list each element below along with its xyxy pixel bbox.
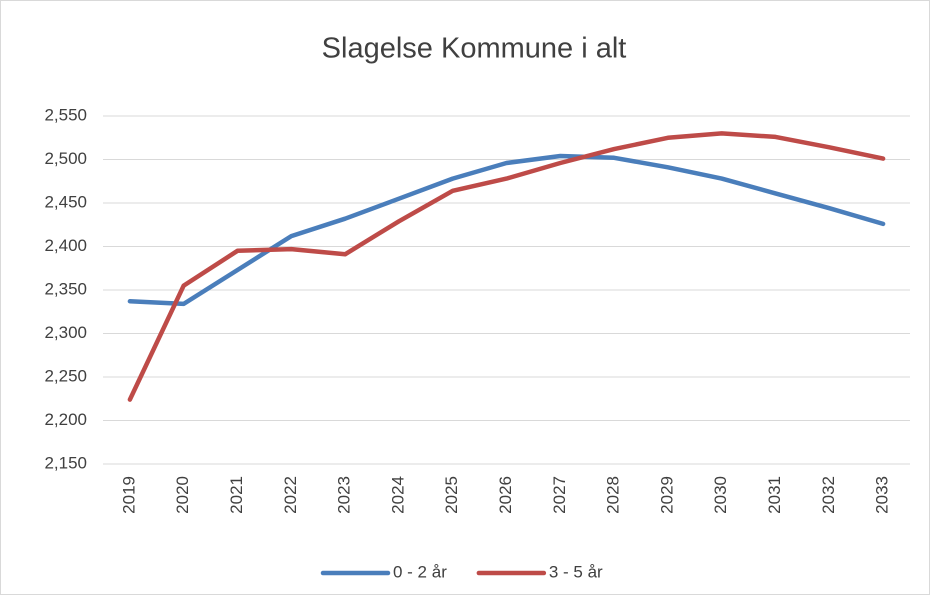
x-tick-label: 2030: [711, 476, 730, 514]
y-tick-label: 2,400: [44, 236, 87, 255]
legend-label: 3 - 5 år: [549, 562, 603, 581]
y-tick-label: 2,300: [44, 323, 87, 342]
y-tick-label: 2,200: [44, 410, 87, 429]
x-tick-label: 2027: [550, 476, 569, 514]
x-tick-label: 2025: [442, 476, 461, 514]
chart-title: Slagelse Kommune i alt: [322, 33, 627, 65]
y-tick-label: 2,150: [44, 453, 87, 472]
x-tick-label: 2023: [335, 476, 354, 514]
y-tick-label: 2,550: [44, 105, 87, 124]
y-tick-label: 2,250: [44, 366, 87, 385]
x-tick-label: 2020: [173, 476, 192, 514]
x-tick-label: 2033: [873, 476, 892, 514]
x-tick-label: 2032: [819, 476, 838, 514]
line-series: [127, 153, 886, 307]
x-tick-label: 2026: [496, 476, 515, 514]
x-tick-label: 2022: [281, 476, 300, 514]
y-tick-label: 2,450: [44, 192, 87, 211]
legend-label: 0 - 2 år: [393, 562, 447, 581]
x-tick-label: 2024: [388, 476, 407, 514]
y-tick-label: 2,350: [44, 279, 87, 298]
line-series: [127, 131, 886, 402]
x-tick-label: 2031: [765, 476, 784, 514]
x-tick-label: 2028: [604, 476, 623, 514]
x-tick-label: 2019: [119, 476, 138, 514]
x-tick-label: 2029: [657, 476, 676, 514]
y-tick-label: 2,500: [44, 149, 87, 168]
x-tick-label: 2021: [227, 476, 246, 514]
